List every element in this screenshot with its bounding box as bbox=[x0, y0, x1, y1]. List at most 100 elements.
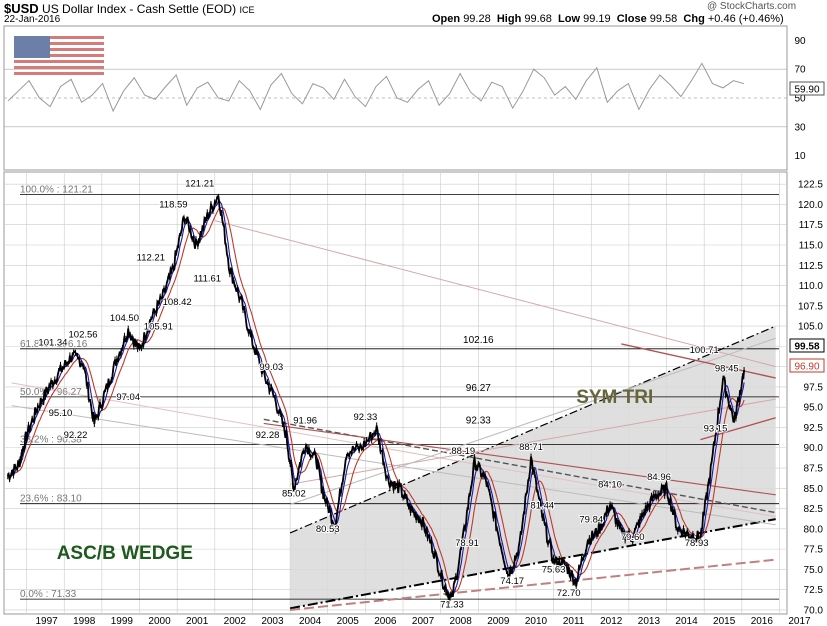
year-tick-label: 2002 bbox=[224, 616, 247, 626]
flag-stripe bbox=[14, 72, 104, 75]
trend-line bbox=[11, 382, 776, 518]
chart-title: $USD US Dollar Index - Cash Settle (EOD)… bbox=[4, 1, 254, 16]
chart-date: 22-Jan-2016 bbox=[4, 14, 61, 25]
price-point-label: 118.59 bbox=[159, 200, 187, 211]
price-point-label: 75.63 bbox=[542, 565, 566, 576]
price-tick-label: 70.0 bbox=[804, 605, 824, 616]
rsi-tick-label: 70 bbox=[794, 65, 806, 76]
price-tick-label: 72.5 bbox=[804, 585, 824, 596]
price-point-label: 81.44 bbox=[530, 501, 554, 512]
price-tick-label: 120.0 bbox=[798, 200, 823, 211]
close-label: Close bbox=[616, 13, 647, 25]
price-tick-label: 95.0 bbox=[804, 403, 824, 414]
us-flag-icon bbox=[14, 36, 104, 77]
high-label: High bbox=[496, 13, 522, 25]
price-point-label: 84.10 bbox=[598, 479, 622, 490]
fib-levels: 100.0% : 121.21 61.8% : 106.16 50.0% : 96.… bbox=[20, 185, 779, 600]
price-point-label: 74.17 bbox=[500, 576, 524, 587]
asc-wedge-annotation: ASC/B WEDGE bbox=[57, 543, 193, 564]
year-tick-label: 2006 bbox=[374, 616, 397, 626]
chg-label: Chg bbox=[683, 13, 705, 25]
high-value: 99.68 bbox=[524, 13, 552, 25]
flag-stripe bbox=[14, 54, 104, 57]
trend-line bbox=[289, 337, 776, 505]
price-tick-label: 80.0 bbox=[804, 524, 824, 535]
year-tick-label: 2014 bbox=[675, 616, 698, 626]
price-point-label: 88.71 bbox=[519, 442, 543, 453]
year-tick-label: 2016 bbox=[751, 616, 774, 626]
price-point-label: 108.42 bbox=[163, 297, 192, 308]
price-point-label: 105.91 bbox=[144, 321, 173, 332]
price-point-label: 85.02 bbox=[282, 488, 306, 499]
price-tick-label: 92.5 bbox=[804, 423, 824, 434]
year-tick-label: 1998 bbox=[73, 616, 96, 626]
price-point-label: 92.28 bbox=[256, 430, 280, 441]
price-tick-label: 117.5 bbox=[799, 220, 824, 231]
year-tick-label: 2001 bbox=[186, 616, 209, 626]
symbol: $USD bbox=[4, 1, 39, 16]
flag-stripe bbox=[14, 36, 104, 39]
year-tick-label: 2008 bbox=[450, 616, 473, 626]
level-value-label: 96.27 bbox=[466, 383, 491, 394]
price-tick-label: 105.0 bbox=[798, 322, 823, 333]
price-tick-label: 75.0 bbox=[804, 565, 824, 576]
secondary-value: 96.90 bbox=[794, 362, 819, 373]
trend-line bbox=[214, 220, 776, 368]
price-point-label: 71.33 bbox=[440, 600, 464, 611]
price-point-label: 78.93 bbox=[685, 538, 709, 549]
rsi-tick-label: 50 bbox=[794, 94, 806, 105]
fib-level-label: 50.0% : 96.27 bbox=[20, 387, 82, 398]
price-tick-label: 82.5 bbox=[804, 504, 824, 515]
price-point-label: 88.19 bbox=[451, 446, 475, 457]
exchange: ICE bbox=[239, 5, 255, 15]
price-point-label: 79.84 bbox=[579, 514, 603, 525]
fib-level-label: 38.2% : 90.38 bbox=[20, 435, 82, 446]
year-tick-label: 2003 bbox=[261, 616, 284, 626]
price-tick-label: 85.0 bbox=[804, 484, 824, 495]
flag-stripe bbox=[14, 42, 104, 45]
price-point-label: 79.60 bbox=[621, 532, 645, 543]
trend-line bbox=[290, 398, 776, 485]
ohlc-readout: Open 99.28 High 99.68 Low 99.19 Close 99… bbox=[432, 13, 784, 25]
price-point-label: 104.50 bbox=[110, 313, 139, 324]
price-point-label: 93.15 bbox=[704, 424, 728, 435]
year-tick-label: 1999 bbox=[111, 616, 134, 626]
point-labels: 121.21 118.59 112.21 111.61 108.42 105.91 104.… bbox=[37, 178, 739, 612]
price-point-label: 91.96 bbox=[293, 415, 317, 426]
year-tick-label: 2015 bbox=[713, 616, 736, 626]
price-point-label: 80.53 bbox=[316, 524, 340, 535]
secondary-value-box: 96.90 bbox=[789, 358, 825, 373]
price-tick-label: 90.0 bbox=[804, 443, 824, 454]
trend-lines bbox=[11, 220, 776, 611]
level-value-label: 102.16 bbox=[463, 335, 494, 346]
fib-level-label: 61.8% : 106.16 bbox=[20, 339, 88, 350]
rsi-line bbox=[7, 62, 745, 113]
level-value-label: 92.33 bbox=[466, 415, 491, 426]
trend-line bbox=[700, 417, 776, 441]
last-price-value: 99.58 bbox=[794, 342, 819, 353]
price-point-label: 111.61 bbox=[193, 273, 221, 284]
year-tick-label: 1997 bbox=[35, 616, 58, 626]
year-tick-label: 2012 bbox=[600, 616, 623, 626]
fib-level-label: 0.0% : 71.33 bbox=[20, 589, 77, 600]
price-tick-label: 77.5 bbox=[804, 545, 824, 556]
close-value: 99.58 bbox=[649, 13, 678, 25]
price-point-label: 102.56 bbox=[69, 329, 98, 340]
year-tick-label: 2000 bbox=[148, 616, 171, 626]
price-tick-label: 112.5 bbox=[799, 261, 824, 272]
open-value: 99.28 bbox=[463, 13, 491, 25]
rsi-tick-label: 90 bbox=[794, 36, 806, 47]
rsi-last-value: 59.90 bbox=[794, 85, 819, 96]
price-point-label: 72.70 bbox=[557, 588, 581, 599]
year-tick-label: 2004 bbox=[299, 616, 322, 626]
sym-tri-annotation: SYM TRI bbox=[576, 387, 653, 408]
rsi-tick-label: 10 bbox=[794, 151, 806, 162]
price-tick-label: 110.0 bbox=[799, 281, 824, 292]
watermark: @ StockCharts.com bbox=[707, 1, 797, 12]
price-point-label: 98.45 bbox=[715, 364, 739, 375]
price-tick-label: 122.5 bbox=[798, 180, 823, 191]
price-layer bbox=[6, 193, 745, 604]
flag-stripe bbox=[14, 60, 104, 63]
instrument-name: US Dollar Index - Cash Settle (EOD) bbox=[42, 2, 237, 16]
